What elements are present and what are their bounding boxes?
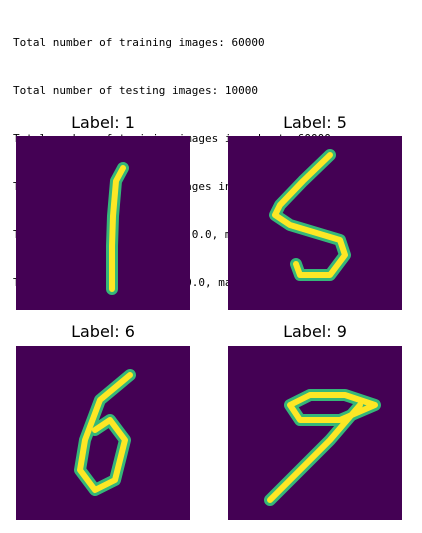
digit-image (16, 346, 190, 520)
digit-image (228, 346, 402, 520)
image-title: Label: 1 (71, 113, 135, 132)
image-title: Label: 5 (283, 113, 347, 132)
image-title: Label: 6 (71, 322, 135, 341)
digit-image (228, 136, 402, 310)
digit-image (16, 136, 190, 310)
output-line: Total number of training images: 60000 (13, 36, 265, 49)
image-title: Label: 9 (283, 322, 347, 341)
output-line: Total number of testing images: 10000 (13, 84, 259, 97)
